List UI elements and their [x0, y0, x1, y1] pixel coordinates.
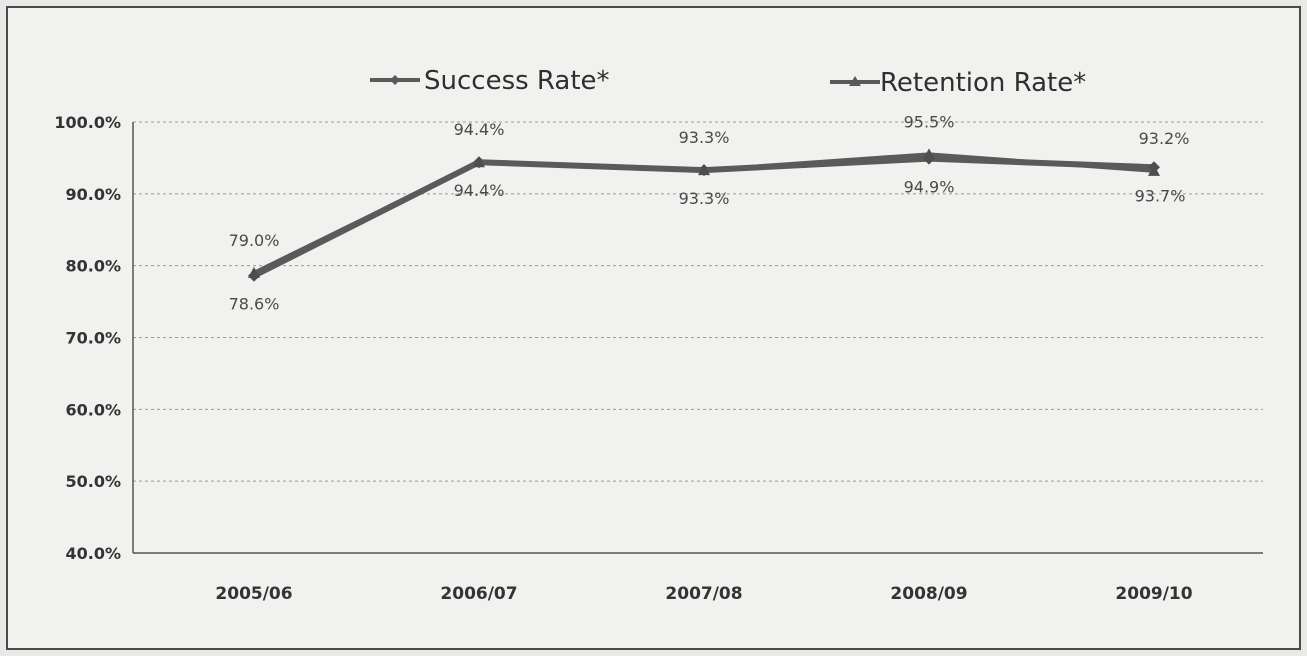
data-label-retention-rate: 95.5% [904, 112, 955, 131]
legend-marker-triangle-icon [849, 76, 861, 86]
legend-label-retention-rate: Retention Rate* [880, 68, 1086, 98]
x-tick-label: 2007/08 [665, 584, 742, 604]
data-label-retention-rate: 94.4% [454, 120, 505, 139]
x-tick-label: 2009/10 [1115, 584, 1192, 604]
data-label-success-rate: 93.7% [1135, 186, 1186, 205]
data-labels: 78.6% 94.4% 93.3% 94.9% 93.7% 79.0% 94.4% 93.3%… [229, 112, 1190, 313]
data-point-retention-rate [1148, 164, 1160, 176]
line-chart: 40.0% 50.0% 60.0% 70.0% 80.0% 90.0% 100.0% 200… [54, 66, 1263, 604]
y-tick-labels: 40.0% 50.0% 60.0% 70.0% 80.0% 90.0% 100.0% [54, 113, 121, 563]
y-tick-label: 60.0% [65, 400, 121, 419]
data-point-retention-rate [698, 164, 710, 176]
y-tick-label: 100.0% [54, 113, 121, 132]
chart-frame: 40.0% 50.0% 60.0% 70.0% 80.0% 90.0% 100.0% 200… [6, 6, 1301, 650]
y-tick-label: 80.0% [65, 257, 121, 276]
x-tick-labels: 2005/06 2006/07 2007/08 2008/09 2009/10 [215, 584, 1192, 604]
series [248, 148, 1160, 282]
legend-marker-diamond-icon [390, 75, 400, 85]
y-tick-label: 70.0% [65, 329, 121, 348]
data-label-retention-rate: 93.3% [679, 128, 730, 147]
y-tick-label: 40.0% [65, 544, 121, 563]
data-label-success-rate: 93.3% [679, 189, 730, 208]
data-label-success-rate: 94.4% [454, 181, 505, 200]
data-label-success-rate: 94.9% [904, 178, 955, 197]
data-point-retention-rate [473, 156, 485, 168]
data-label-success-rate: 78.6% [229, 295, 280, 314]
legend: Success Rate* Retention Rate* [370, 66, 1086, 98]
y-tick-label: 50.0% [65, 472, 121, 491]
x-tick-label: 2008/09 [890, 584, 967, 604]
series-retention-rate [248, 148, 1160, 278]
legend-item-success-rate: Success Rate* [370, 66, 610, 96]
axes [132, 122, 1263, 554]
data-label-retention-rate: 79.0% [229, 231, 280, 250]
data-point-retention-rate [923, 148, 935, 160]
gridlines [133, 121, 1263, 482]
x-tick-label: 2005/06 [215, 584, 292, 604]
data-point-retention-rate [248, 266, 260, 278]
x-tick-label: 2006/07 [440, 584, 517, 604]
legend-label-success-rate: Success Rate* [424, 66, 610, 96]
data-label-retention-rate: 93.2% [1139, 129, 1190, 148]
legend-item-retention-rate: Retention Rate* [830, 68, 1086, 98]
series-line-success-rate [252, 155, 1155, 279]
y-tick-label: 90.0% [65, 185, 121, 204]
